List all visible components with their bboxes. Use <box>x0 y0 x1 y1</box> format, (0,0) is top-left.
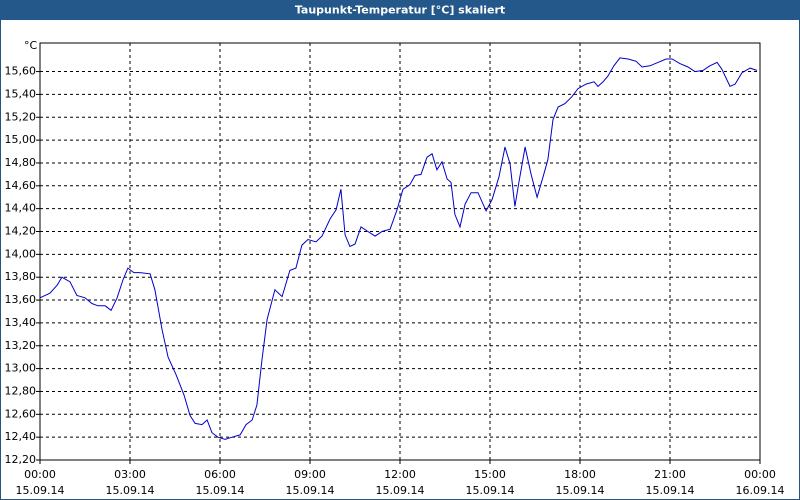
x-tick-date: 15.09.14 <box>106 484 155 497</box>
y-tick-label: 13,60 <box>5 293 37 306</box>
x-tick-date: 15.09.14 <box>16 484 65 497</box>
y-tick-label: 14,60 <box>5 179 37 192</box>
x-tick-date: 15.09.14 <box>466 484 515 497</box>
y-tick-label: 12,80 <box>5 384 37 397</box>
x-tick-label: 18:00 <box>564 468 596 481</box>
y-tick-label: 14,00 <box>5 247 37 260</box>
x-tick-date: 15.09.14 <box>376 484 425 497</box>
y-tick-label: 12,20 <box>5 453 37 466</box>
x-tick-label: 12:00 <box>384 468 416 481</box>
y-tick-label: 13,00 <box>5 362 37 375</box>
y-unit: °C <box>24 39 38 52</box>
y-tick-label: 13,40 <box>5 316 37 329</box>
title-bar <box>0 0 800 20</box>
y-tick-label: 13,80 <box>5 270 37 283</box>
x-tick-date: 15.09.14 <box>196 484 245 497</box>
y-tick-label: 13,20 <box>5 339 37 352</box>
x-tick-label: 03:00 <box>114 468 146 481</box>
x-tick-label: 21:00 <box>654 468 686 481</box>
x-tick-label: 09:00 <box>294 468 326 481</box>
y-tick-label: 15,00 <box>5 133 37 146</box>
y-tick-label: 14,40 <box>5 202 37 215</box>
chart-title: Taupunkt-Temperatur [°C] skaliert <box>295 4 505 17</box>
y-tick-label: 14,80 <box>5 156 37 169</box>
y-tick-label: 12,40 <box>5 430 37 443</box>
x-tick-date: 15.09.14 <box>646 484 695 497</box>
x-tick-label: 15:00 <box>474 468 506 481</box>
y-tick-label: 15,40 <box>5 87 37 100</box>
x-tick-label: 06:00 <box>204 468 236 481</box>
x-tick-label: 00:00 <box>24 468 56 481</box>
y-tick-label: 14,20 <box>5 225 37 238</box>
data-line <box>39 57 758 440</box>
y-tick-label: 12,60 <box>5 407 37 420</box>
x-tick-date: 15.09.14 <box>556 484 605 497</box>
x-tick-label: 00:00 <box>744 468 776 481</box>
x-tick-date: 15.09.14 <box>286 484 335 497</box>
x-tick-date: 16.09.14 <box>736 484 785 497</box>
y-tick-label: 15,60 <box>5 65 37 78</box>
y-tick-label: 15,20 <box>5 110 37 123</box>
